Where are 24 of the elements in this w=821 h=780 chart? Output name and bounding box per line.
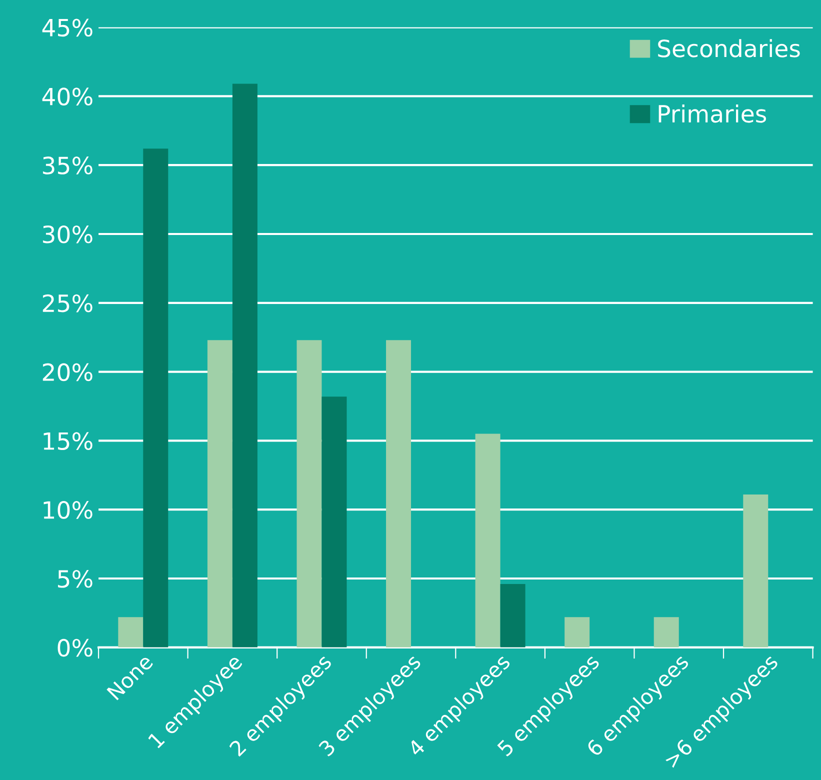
legend-label: Primaries bbox=[658, 104, 766, 123]
y-tick-label: 30% bbox=[42, 225, 92, 244]
bar bbox=[207, 340, 232, 648]
bar bbox=[564, 617, 590, 648]
bar bbox=[118, 617, 144, 648]
bar bbox=[500, 584, 526, 648]
y-tick-label: 45% bbox=[42, 18, 92, 37]
y-tick-label: 25% bbox=[42, 294, 92, 312]
y-tick-label: 10% bbox=[44, 501, 92, 519]
y-tick-label: 0% bbox=[58, 638, 92, 657]
bar bbox=[296, 340, 322, 648]
legend-label: Secondaries bbox=[658, 39, 800, 58]
bar bbox=[386, 340, 412, 648]
y-tick-label: 35% bbox=[42, 156, 92, 174]
y-tick-label: 20% bbox=[42, 363, 92, 382]
bar bbox=[654, 617, 679, 648]
y-tick-label: 40% bbox=[42, 88, 92, 106]
bar bbox=[232, 84, 258, 648]
y-tick-label: 15% bbox=[44, 432, 92, 450]
y-tick-label: 5% bbox=[58, 570, 92, 588]
bar bbox=[475, 434, 500, 648]
bar bbox=[322, 396, 347, 648]
bar bbox=[143, 148, 168, 648]
bar bbox=[743, 494, 768, 648]
